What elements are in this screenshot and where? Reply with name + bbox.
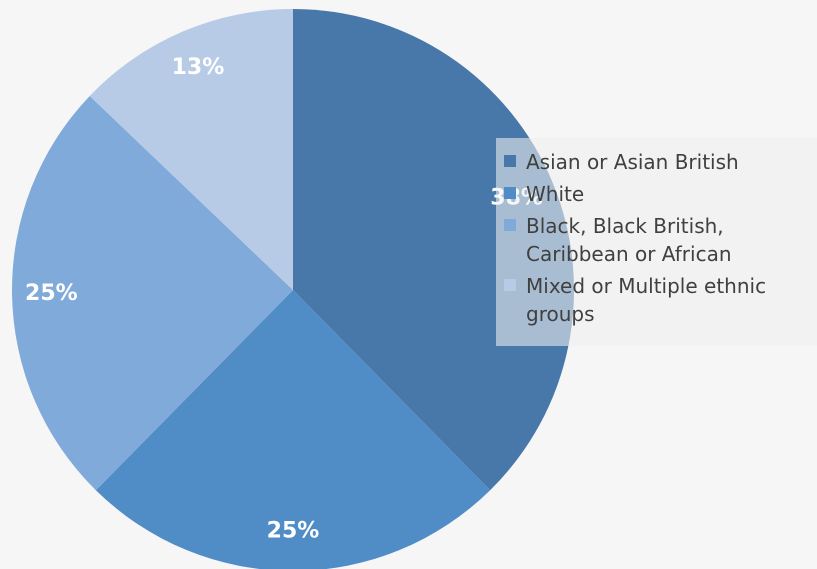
legend-item-white: White (504, 180, 813, 208)
pie-slice (95, 290, 491, 569)
legend-swatch (504, 155, 516, 167)
pie-data-label: 25% (25, 281, 78, 306)
legend-swatch (504, 187, 516, 199)
pie-slice (293, 9, 574, 491)
legend-label: Black, Black British, Caribbean or Afric… (526, 214, 732, 266)
pie-slices (11, 9, 574, 569)
chart-legend: Asian or Asian British White Black, Blac… (496, 138, 817, 346)
legend-label: Asian or Asian British (526, 150, 739, 174)
legend-item-black: Black, Black British, Caribbean or Afric… (504, 212, 813, 268)
legend-label: Mixed or Multiple ethnic groups (526, 274, 767, 326)
legend-item-asian: Asian or Asian British (504, 148, 813, 176)
legend-swatch (504, 279, 516, 291)
pie-slice (89, 9, 294, 290)
legend-swatch (504, 219, 516, 231)
pie-data-label: 25% (267, 519, 320, 544)
pie-slice (11, 95, 293, 491)
pie-data-label: 13% (172, 55, 225, 80)
legend-item-mixed: Mixed or Multiple ethnic groups (504, 272, 813, 328)
legend-label: White (526, 182, 585, 206)
